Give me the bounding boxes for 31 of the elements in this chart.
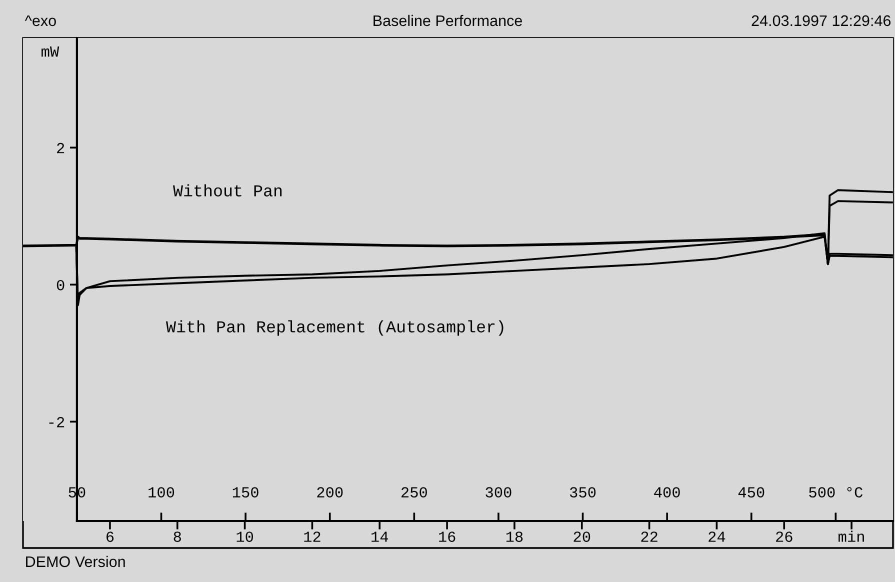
y-tick-label: -2 <box>49 416 64 428</box>
text: 24.03.1997 12:29:46 <box>752 15 891 26</box>
x2-tick-label: 250 <box>401 487 427 498</box>
text: DEMO Version <box>26 556 125 568</box>
x-tick-label: 6 <box>106 532 114 542</box>
x2-tick-label: 150 <box>232 487 258 498</box>
x2-tick-label: 450 <box>738 487 764 498</box>
text: ^exo <box>24 15 56 26</box>
x-tick-label: 14 <box>372 532 388 542</box>
x2-tick-label: 400 <box>654 487 680 498</box>
x-tick-label: 26 <box>776 532 792 542</box>
x-tick-label: 20 <box>574 532 590 542</box>
y-tick-label: 2 <box>57 142 64 154</box>
x2-tick-label: 100 <box>148 487 174 498</box>
x-tick-label: 22 <box>641 532 658 542</box>
x-tick-label: 10 <box>236 532 254 542</box>
x2-tick-label: 300 <box>486 487 512 498</box>
x-tick-label: 16 <box>438 532 456 542</box>
x2-tick-label: 350 <box>570 487 596 498</box>
x-tick-label: 8 <box>174 532 181 542</box>
x-tick-label: 18 <box>506 532 523 542</box>
chart-title: Baseline Performance <box>374 14 522 26</box>
x-tick-label: min <box>838 530 864 542</box>
x-tick-label: 12 <box>304 532 320 542</box>
y-tick-label: 0 <box>56 280 64 290</box>
x-tick-label: 24 <box>708 532 726 542</box>
annotation: Without Pan <box>173 184 282 196</box>
y-axis-title: mW <box>42 46 60 57</box>
x2-tick-label: 500 °C <box>809 487 863 498</box>
annotation: With Pan Replacement (Autosampler) <box>166 320 504 336</box>
x2-tick-label: 200 <box>317 487 343 498</box>
